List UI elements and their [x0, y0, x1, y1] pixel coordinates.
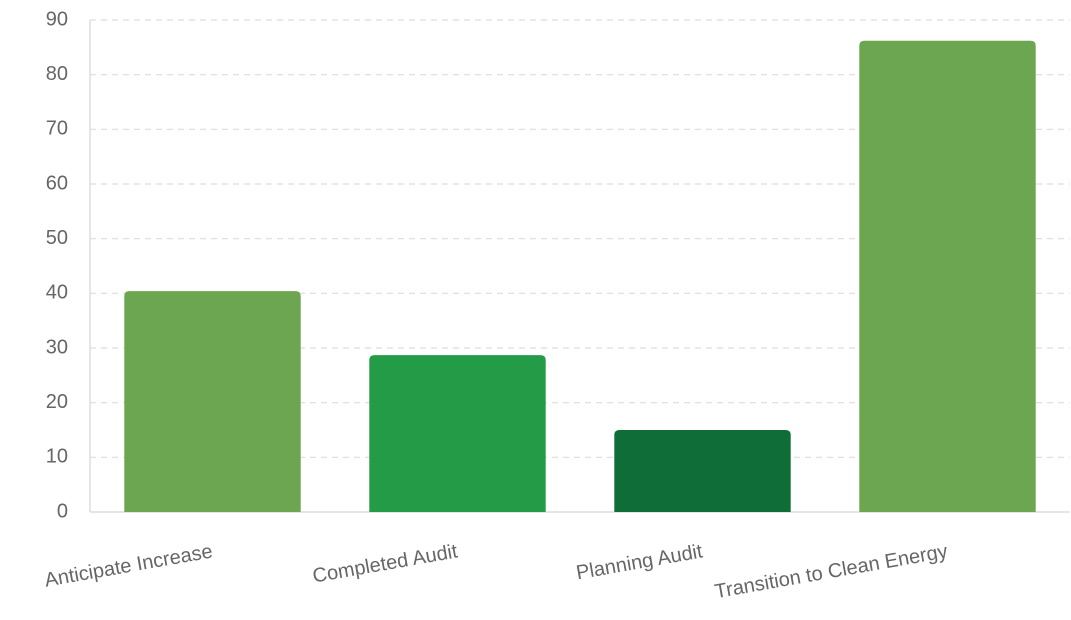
- y-tick-label: 20: [46, 391, 68, 413]
- y-tick-label: 80: [46, 63, 68, 85]
- bar: [614, 430, 791, 512]
- y-tick-label: 30: [46, 336, 68, 358]
- y-tick-label: 0: [57, 500, 68, 522]
- y-tick-label: 60: [46, 172, 68, 194]
- x-tick-label: Planning Audit: [575, 540, 705, 584]
- y-tick-label: 70: [46, 118, 68, 140]
- x-tick-label: Transition to Clean Energy: [713, 540, 949, 603]
- y-tick-label: 50: [46, 227, 68, 249]
- x-tick-label: Completed Audit: [311, 540, 460, 587]
- bar: [124, 291, 301, 512]
- y-tick-label: 90: [46, 8, 68, 30]
- y-tick-label: 40: [46, 282, 68, 304]
- bar: [859, 40, 1036, 512]
- bar: [369, 355, 546, 512]
- y-tick-label: 10: [46, 446, 68, 468]
- x-tick-label: Anticipate Increase: [43, 540, 214, 591]
